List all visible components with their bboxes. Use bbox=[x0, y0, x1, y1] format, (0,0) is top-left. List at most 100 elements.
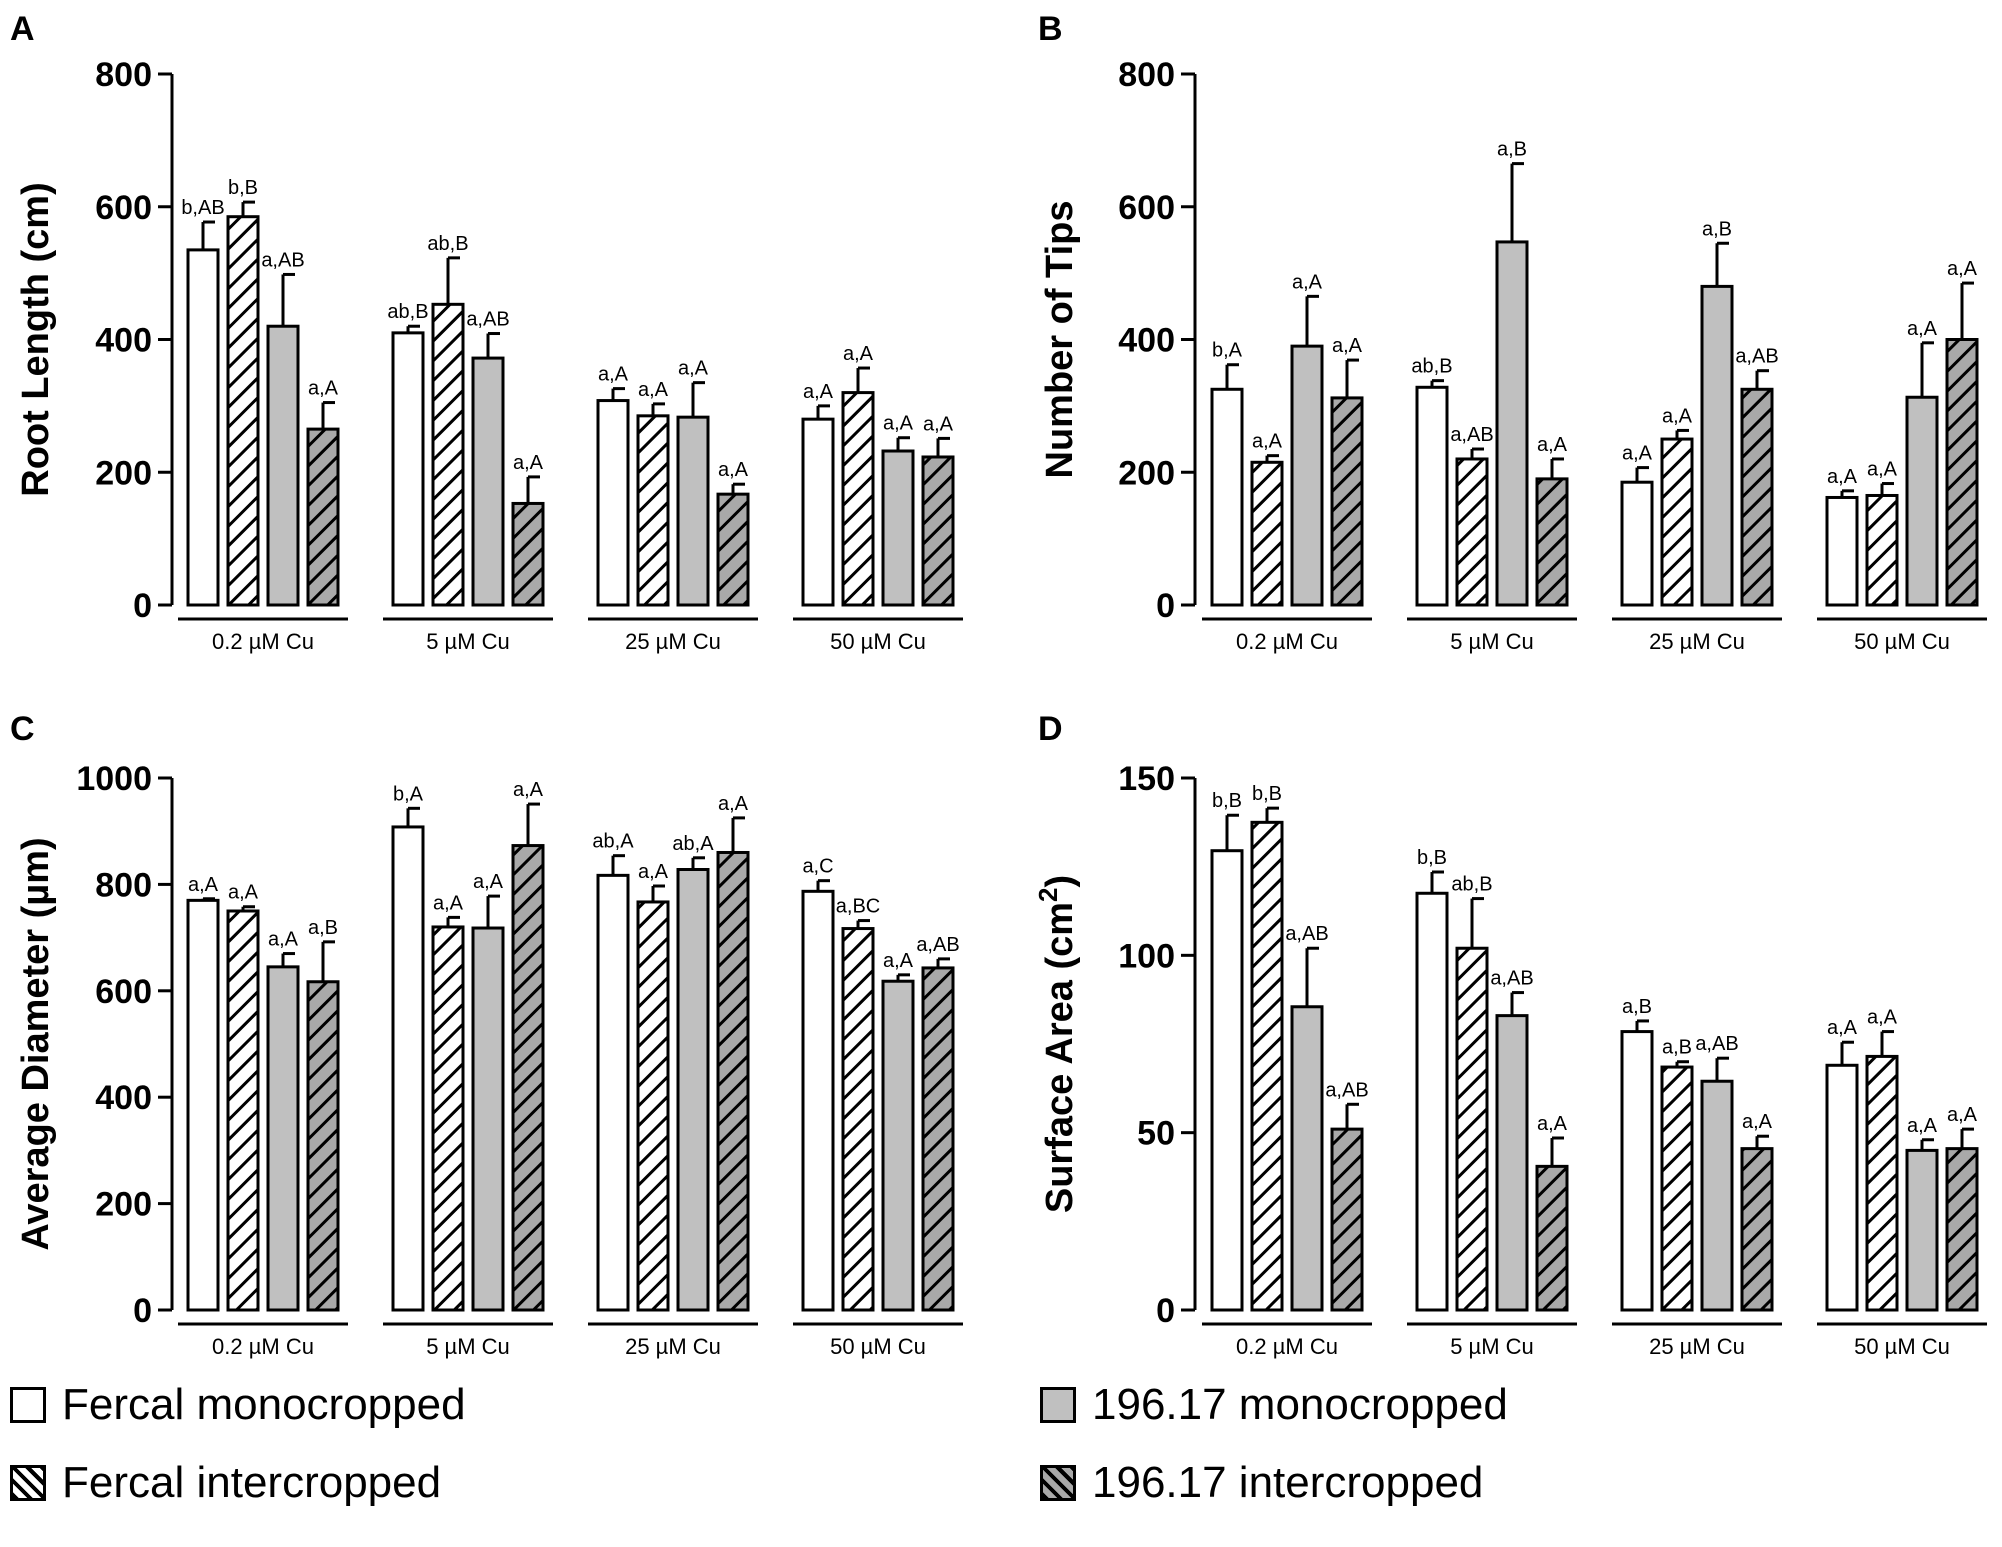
bar-fercal-mono bbox=[186, 898, 220, 1312]
y-tick-label: 400 bbox=[95, 322, 152, 360]
legend: Fercal monocropped Fercal intercropped 1… bbox=[0, 1380, 2002, 1547]
bar-196-inter bbox=[921, 966, 955, 1312]
bar-196-inter bbox=[511, 844, 545, 1312]
bar-fercal-inter bbox=[1455, 457, 1489, 607]
bar-196-inter bbox=[1740, 387, 1774, 607]
significance-label: a,A bbox=[1537, 1113, 1568, 1135]
bar-196-mono bbox=[1905, 1148, 1939, 1312]
bar-196-mono bbox=[471, 926, 505, 1312]
bar-fercal-mono bbox=[801, 417, 835, 607]
significance-label: a,A bbox=[1827, 466, 1858, 488]
category-label: 50 µM Cu bbox=[830, 1334, 926, 1359]
bar-fercal-inter bbox=[226, 215, 260, 607]
bar-fercal-inter bbox=[841, 927, 875, 1312]
bar-fercal-inter bbox=[636, 900, 670, 1312]
category-label: 0.2 µM Cu bbox=[212, 1334, 314, 1359]
chart-panel-c: C 0 200 400 600 800 1000 Average Diameter (µm) a… bbox=[10, 710, 963, 1359]
y-tick-label: 600 bbox=[1118, 189, 1175, 227]
significance-label: a,B bbox=[1622, 996, 1652, 1018]
significance-label: a,A bbox=[1292, 271, 1323, 293]
bar-fercal-mono bbox=[1825, 1063, 1859, 1312]
y-tick-label: 200 bbox=[95, 1186, 152, 1224]
significance-label: a,A bbox=[883, 413, 914, 435]
significance-label: a,A bbox=[308, 378, 339, 400]
panel-label: A bbox=[10, 10, 35, 48]
bar-196-mono bbox=[266, 965, 300, 1312]
bar-196-inter bbox=[716, 850, 750, 1312]
chart-panel-a: A 0 200 400 600 800 Root Length (cm) b,ABb,B a,A… bbox=[10, 10, 963, 654]
legend-label: 196.17 monocropped bbox=[1092, 1380, 1508, 1429]
bar-196-mono bbox=[1700, 1079, 1734, 1312]
y-tick-label: 400 bbox=[1118, 322, 1175, 360]
significance-label: a,A bbox=[718, 459, 749, 481]
significance-label: ab,B bbox=[1451, 874, 1492, 896]
significance-label: a,A bbox=[638, 379, 669, 401]
bar-196-inter bbox=[1330, 1127, 1364, 1312]
category-label: 25 µM Cu bbox=[1649, 629, 1745, 654]
y-axis-title: Surface Area (cm2) bbox=[1033, 875, 1081, 1213]
category-label: 5 µM Cu bbox=[426, 1334, 510, 1359]
y-tick-label: 0 bbox=[133, 587, 152, 625]
bar-196-inter bbox=[1740, 1147, 1774, 1312]
bar-fercal-inter bbox=[1660, 1065, 1694, 1312]
significance-label: b,B bbox=[1417, 847, 1447, 869]
bar-196-inter bbox=[306, 427, 340, 607]
significance-label: b,A bbox=[1212, 340, 1243, 362]
significance-label: a,AB bbox=[1285, 923, 1328, 945]
significance-label: a,BC bbox=[836, 896, 880, 918]
y-tick-label: 800 bbox=[1118, 56, 1175, 94]
bar-196-inter bbox=[511, 501, 545, 607]
y-tick-label: 50 bbox=[1137, 1115, 1175, 1153]
bar-fercal-mono bbox=[596, 873, 630, 1312]
significance-label: ab,A bbox=[592, 831, 634, 853]
significance-label: a,A bbox=[1947, 258, 1978, 280]
category-label: 25 µM Cu bbox=[1649, 1334, 1745, 1359]
significance-label: a,A bbox=[1742, 1111, 1773, 1133]
bar-196-mono bbox=[1905, 395, 1939, 607]
bar-196-mono bbox=[1495, 1014, 1529, 1312]
bar-196-mono bbox=[881, 449, 915, 607]
chart-panel-b: B 0 200 400 600 800 Number of Tips b,A a,A a,A a,A… bbox=[1038, 10, 1987, 654]
bar-fercal-inter bbox=[1660, 437, 1694, 607]
legend-label: 196.17 intercropped bbox=[1092, 1458, 1484, 1507]
bar-fercal-inter bbox=[431, 925, 465, 1312]
y-axis-title: Number of Tips bbox=[1039, 201, 1081, 479]
bar-fercal-inter bbox=[226, 909, 260, 1312]
bar-fercal-mono bbox=[391, 331, 425, 607]
significance-label: a,B bbox=[1497, 139, 1527, 161]
bar-fercal-mono bbox=[186, 248, 220, 607]
bar-fercal-mono bbox=[1415, 891, 1449, 1312]
bar-fercal-mono bbox=[1210, 387, 1244, 607]
significance-label: a,AB bbox=[1490, 968, 1533, 990]
significance-label: a,AB bbox=[1450, 424, 1493, 446]
significance-label: a,A bbox=[923, 413, 954, 435]
significance-label: a,A bbox=[843, 343, 874, 365]
bar-196-inter bbox=[1535, 1164, 1569, 1312]
significance-label: ab,B bbox=[1411, 356, 1452, 378]
significance-label: a,B bbox=[308, 917, 338, 939]
significance-label: ab,B bbox=[387, 301, 428, 323]
significance-label: a,A bbox=[268, 929, 299, 951]
significance-label: b,A bbox=[393, 783, 424, 805]
y-tick-label: 100 bbox=[1118, 937, 1175, 975]
y-tick-label: 1000 bbox=[76, 760, 152, 798]
bar-196-inter bbox=[716, 492, 750, 607]
bar-fercal-mono bbox=[596, 399, 630, 607]
bar-fercal-inter bbox=[1455, 946, 1489, 1312]
significance-label: a,AB bbox=[1735, 346, 1778, 368]
bar-fercal-inter bbox=[1250, 820, 1284, 1312]
bar-196-inter bbox=[1330, 396, 1364, 607]
category-label: 5 µM Cu bbox=[1450, 1334, 1534, 1359]
category-label: 5 µM Cu bbox=[1450, 629, 1534, 654]
legend-item-196-mono: 196.17 monocropped bbox=[1040, 1380, 1508, 1430]
significance-label: a,A bbox=[1867, 459, 1898, 481]
y-tick-label: 600 bbox=[95, 973, 152, 1011]
legend-swatch-hatch bbox=[10, 1465, 46, 1501]
panel-label: C bbox=[10, 710, 35, 748]
legend-item-196-inter: 196.17 intercropped bbox=[1040, 1458, 1483, 1508]
y-tick-label: 200 bbox=[1118, 454, 1175, 492]
bar-196-inter bbox=[306, 980, 340, 1312]
legend-label: Fercal monocropped bbox=[62, 1380, 466, 1429]
bar-fercal-mono bbox=[1210, 849, 1244, 1312]
